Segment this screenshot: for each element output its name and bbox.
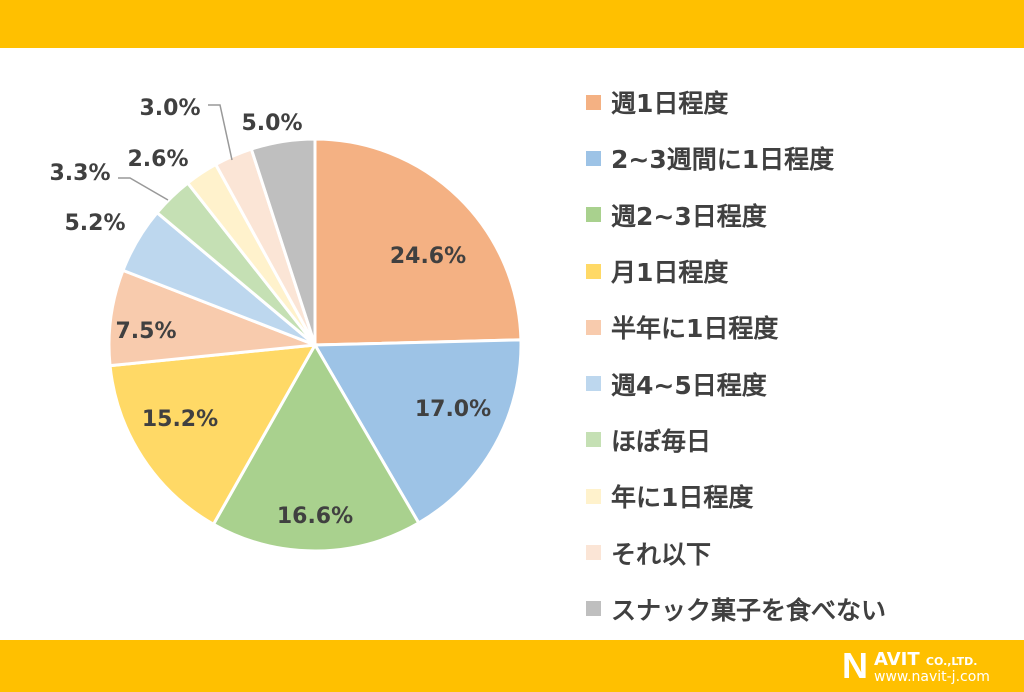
navit-logo: N AVIT CO.,LTD. www.navit-j.com — [842, 645, 990, 686]
pie-slice-9 — [249, 137, 317, 346]
legend-item: ほぼ毎日 — [586, 412, 886, 468]
pie-slice-2 — [211, 341, 421, 553]
data-label: 3.3% — [49, 161, 110, 186]
pie-slice-0 — [313, 137, 523, 347]
legend-item: 半年に1日程度 — [586, 299, 886, 355]
legend-item: 週4~5日程度 — [586, 355, 886, 411]
pie-slice-3 — [108, 343, 318, 527]
data-label: 24.6% — [390, 244, 466, 269]
legend-swatch — [586, 150, 601, 166]
legend-swatch — [586, 601, 601, 617]
legend-label: 2~3週間に1日程度 — [611, 145, 835, 175]
legend-item: 週2~3日程度 — [586, 187, 886, 243]
legend-item: 月1日程度 — [586, 243, 886, 299]
data-label: 5.0% — [241, 111, 302, 136]
legend-swatch — [586, 319, 601, 335]
legend-label: それ以下 — [611, 539, 712, 569]
legend-label: 週4~5日程度 — [611, 370, 767, 400]
legend-swatch — [586, 432, 601, 448]
legend-swatch — [586, 263, 601, 279]
data-label: 7.5% — [115, 319, 176, 344]
data-label: 16.6% — [277, 504, 353, 529]
legend-item: スナック菓子を食べない — [586, 581, 886, 637]
legend: 週1日程度 2~3週間に1日程度 週2~3日程度 月1日程度半年に1日程度 週4~5日程… — [586, 74, 886, 637]
legend-swatch — [586, 376, 601, 392]
legend-label: 週2~3日程度 — [611, 201, 767, 231]
pie-slice-1 — [312, 338, 523, 526]
legend-item: それ以下 — [586, 524, 886, 580]
leader-line — [208, 104, 233, 161]
data-label: 2.6% — [127, 147, 188, 172]
bottom-banner — [0, 640, 1024, 692]
legend-swatch — [586, 488, 601, 504]
legend-swatch — [586, 545, 601, 561]
legend-label: スナック菓子を食べない — [611, 595, 887, 625]
leader-line — [118, 177, 169, 201]
legend-label: 半年に1日程度 — [611, 314, 779, 344]
legend-item: 年に1日程度 — [586, 468, 886, 524]
top-banner — [0, 0, 1024, 48]
logo-url: www.navit-j.com — [874, 669, 990, 685]
pie-slice-4 — [107, 268, 316, 368]
legend-label: 週1日程度 — [611, 89, 729, 119]
data-label: 15.2% — [142, 407, 218, 432]
data-label: 3.0% — [139, 96, 200, 121]
data-label: 5.2% — [64, 211, 125, 236]
legend-label: ほぼ毎日 — [611, 426, 712, 456]
legend-item: 週1日程度 — [586, 74, 886, 130]
legend-label: 年に1日程度 — [611, 483, 754, 513]
legend-label: 月1日程度 — [611, 258, 729, 288]
data-label: 17.0% — [415, 397, 491, 422]
legend-item: 2~3週間に1日程度 — [586, 130, 886, 186]
legend-swatch — [586, 94, 601, 110]
legend-swatch — [586, 207, 601, 223]
